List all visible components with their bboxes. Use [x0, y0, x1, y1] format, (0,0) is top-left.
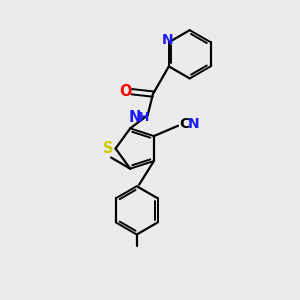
Text: O: O [119, 84, 131, 99]
Text: H: H [139, 111, 149, 124]
Text: C: C [179, 117, 190, 131]
Text: N: N [162, 33, 173, 47]
Text: N: N [129, 110, 142, 125]
Text: S: S [103, 141, 113, 156]
Text: N: N [188, 117, 199, 131]
